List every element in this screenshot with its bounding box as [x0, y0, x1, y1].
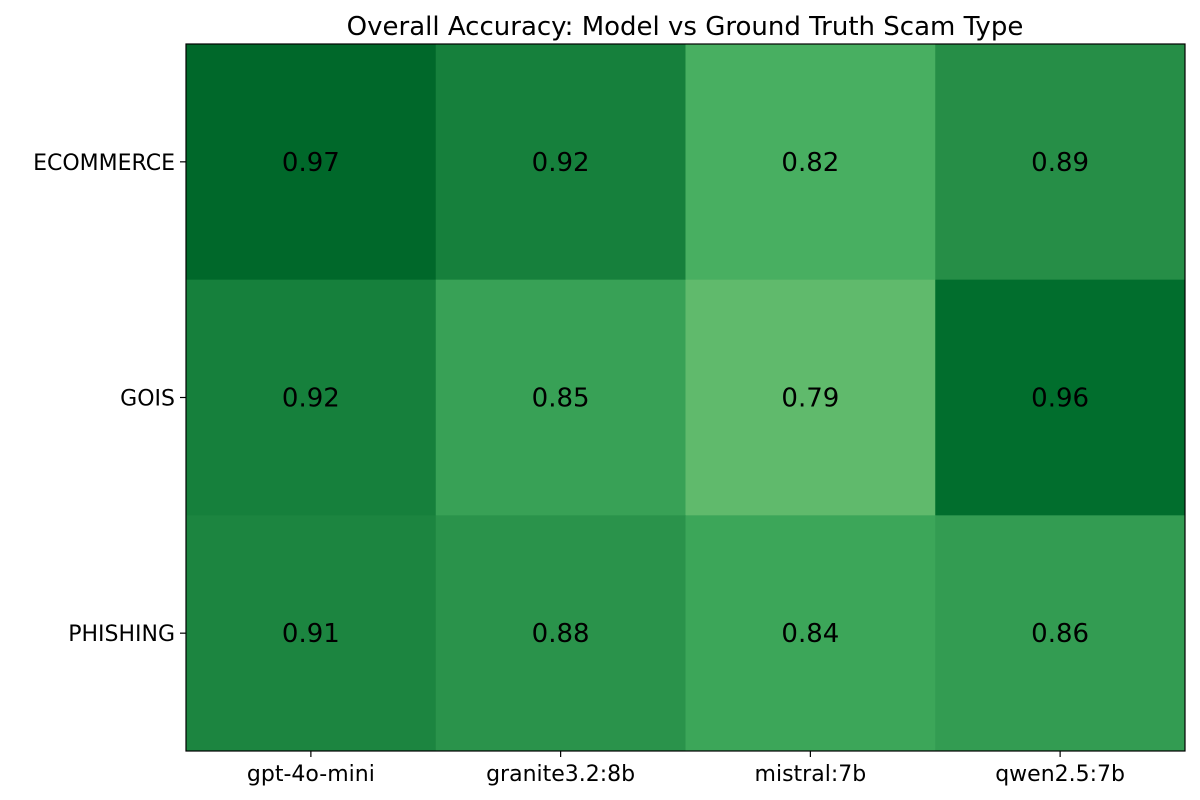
cell-value-label: 0.92	[532, 148, 590, 178]
cell-value-label: 0.85	[532, 384, 590, 414]
heatmap-cell	[685, 279, 936, 516]
cell-value-label: 0.96	[1031, 384, 1089, 414]
y-axis-ticks: ECOMMERCE GOIS PHISHING	[33, 151, 186, 647]
heatmap-cell	[685, 44, 936, 281]
cell-value-label: 0.84	[781, 619, 839, 649]
x-tick-label: qwen2.5:7b	[995, 762, 1125, 787]
chart-title: Overall Accuracy: Model vs Ground Truth …	[347, 12, 1024, 42]
cell-value-label: 0.92	[282, 384, 340, 414]
heatmap-cell	[186, 279, 437, 516]
y-tick-label: PHISHING	[68, 622, 175, 647]
heatmap-cell	[685, 515, 936, 752]
heatmap-value-labels: 0.97 0.92 0.82 0.89 0.92 0.85 0.79 0.96 0.91 0.88…	[282, 148, 1089, 649]
x-tick-label: gpt-4o-mini	[247, 762, 375, 787]
heatmap-cell	[435, 44, 686, 281]
x-tick-label: granite3.2:8b	[486, 762, 635, 787]
cell-value-label: 0.89	[1031, 148, 1089, 178]
cell-value-label: 0.86	[1031, 619, 1089, 649]
cell-value-label: 0.79	[781, 384, 839, 414]
cell-value-label: 0.91	[282, 619, 340, 649]
x-tick-label: mistral:7b	[755, 762, 867, 787]
heatmap-cell	[935, 279, 1186, 516]
heatmap-cell	[186, 44, 437, 281]
heatmap-cell	[435, 515, 686, 752]
heatmap-cells	[186, 44, 1186, 752]
y-tick-label: GOIS	[120, 387, 175, 412]
heatmap-cell	[186, 515, 437, 752]
cell-value-label: 0.82	[781, 148, 839, 178]
y-tick-label: ECOMMERCE	[33, 151, 175, 176]
heatmap-cell	[935, 515, 1186, 752]
heatmap-cell	[435, 279, 686, 516]
cell-value-label: 0.88	[532, 619, 590, 649]
x-axis-ticks: gpt-4o-mini granite3.2:8b mistral:7b qwen2.…	[247, 751, 1125, 787]
heatmap-cell	[935, 44, 1186, 281]
cell-value-label: 0.97	[282, 148, 340, 178]
